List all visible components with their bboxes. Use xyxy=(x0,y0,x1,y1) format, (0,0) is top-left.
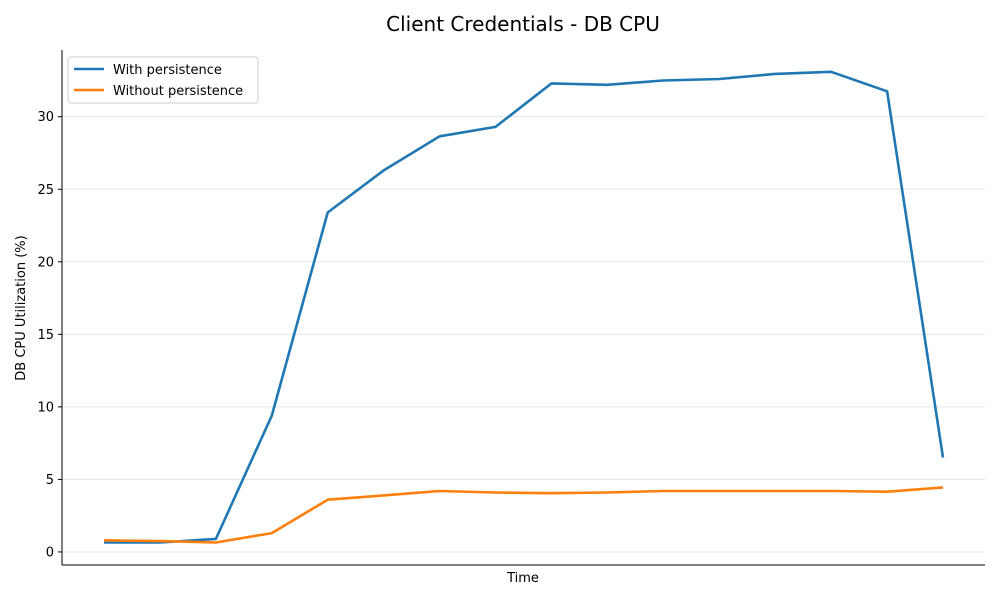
chart-title: Client Credentials - DB CPU xyxy=(386,12,660,36)
y-ticks: 0 5 10 15 20 25 30 xyxy=(37,110,62,560)
legend-label-with-persistence: With persistence xyxy=(113,63,222,78)
y-tick-label-25: 25 xyxy=(37,183,54,198)
y-tick-label-15: 15 xyxy=(37,328,54,343)
legend: With persistence Without persistence xyxy=(67,56,259,104)
y-tick-label-30: 30 xyxy=(37,110,54,125)
y-tick-label-5: 5 xyxy=(46,473,54,488)
y-tick-label-10: 10 xyxy=(37,400,54,415)
gridlines xyxy=(62,116,985,553)
legend-label-without-persistence: Without persistence xyxy=(113,84,243,99)
x-axis-label: Time xyxy=(506,571,539,586)
series-line-with-persistence xyxy=(104,70,945,544)
y-tick-label-0: 0 xyxy=(46,545,54,560)
y-axis-label: DB CPU Utilization (%) xyxy=(14,235,29,380)
legend-frame xyxy=(67,56,259,104)
series-lines xyxy=(103,70,945,544)
y-tick-label-20: 20 xyxy=(37,255,54,270)
series-line-without-persistence xyxy=(103,486,944,544)
